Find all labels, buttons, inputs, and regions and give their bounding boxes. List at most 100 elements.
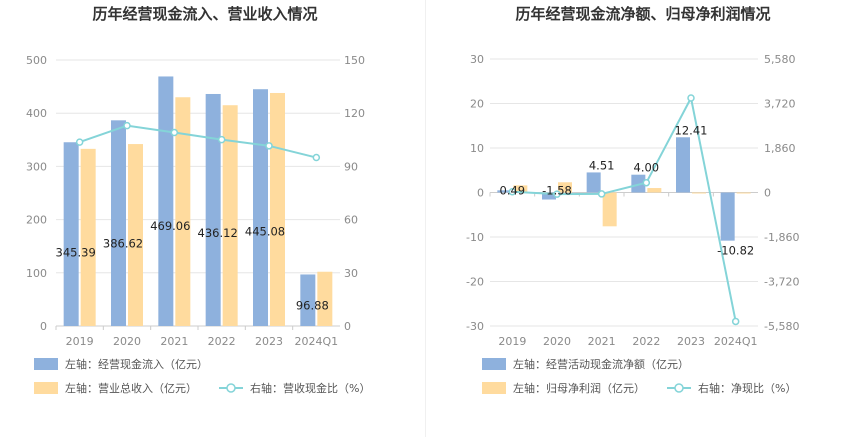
bars [497,137,751,241]
y-right-tick-label: 0 [344,320,351,333]
legend-label: 左轴：归母净利润（亿元） [513,381,645,395]
bar-primary [631,174,646,193]
axes: 0 100 200 300 400 500 0 30 60 90 120 150 2019 2020 202… [26,54,365,348]
y-right-tick-label: 1,860 [764,142,796,155]
y-left-tick-label: 100 [26,267,47,280]
x-tick-label: 2024Q1 [714,335,758,348]
ratio-point [217,135,226,144]
bar-secondary [175,97,191,327]
legend-label: 右轴：营收现金比（%） [250,381,370,395]
y-left-tick-label: -20 [466,276,484,289]
bar-secondary [222,105,238,326]
ratio-point [170,128,179,137]
y-right-tick-label: 90 [344,160,358,173]
bar-primary [205,93,221,326]
y-left-tick-label: 200 [26,214,47,227]
y-right-tick-label: 30 [344,267,358,280]
x-tick-label: 2019 [66,335,94,348]
bar-value-label: 12.41 [675,123,708,137]
data-labels: 0.49 -1.58 4.51 4.00 12.41 -10.82 [500,123,755,257]
ratio-point [687,94,695,102]
legend-swatch [482,358,506,370]
bar-primary [720,192,735,241]
y-left-tick-label: 0 [40,320,47,333]
y-left-tick-label: 20 [470,98,484,111]
bar-value-label: 96.88 [296,298,329,312]
bar-primary [158,76,174,326]
bar-primary [300,274,316,326]
y-right-tick-label: 60 [344,214,358,227]
bar-value-label: 386.62 [103,237,143,251]
ratio-line [75,121,321,162]
y-left-tick-label: -30 [466,320,484,333]
legend-line-marker [226,383,236,393]
ratio-point [75,138,84,146]
y-right-tick-label: 150 [344,54,365,67]
bar-primary [586,172,601,193]
net-cashflow-profit-chart: 历年经营现金流净额、归母净利润情况 -30 -20 -10 0 10 20 30 -5,580… [466,5,799,395]
y-left-tick-label: 10 [470,142,484,155]
ratio-point [312,153,321,162]
bar-value-label: 4.51 [589,158,615,172]
legend-swatch [34,382,58,394]
y-right-tick-label: 3,720 [764,98,796,111]
bar-primary [63,142,79,326]
y-left-tick-label: 0 [477,187,484,200]
axes: -30 -20 -10 0 10 20 30 -5,580 -3,720 -1,860 0 1,860… [466,53,799,348]
bar-value-label: 445.08 [245,224,285,238]
x-tick-label: 2019 [498,335,526,348]
bar-primary [676,137,690,193]
x-tick-label: 2023 [677,335,705,348]
legend-swatch [482,382,506,394]
y-left-tick-label: 400 [26,107,47,120]
bar-secondary [317,271,333,326]
x-tick-label: 2022 [208,335,236,348]
x-tick-label: 2024Q1 [295,335,339,348]
x-tick-label: 2022 [632,335,660,348]
y-right-tick-label: 0 [764,187,771,200]
bar-secondary [736,192,751,194]
ratio-point [553,190,561,198]
panel-divider [425,0,426,437]
ratio-line-path [512,95,737,322]
bar-primary [111,120,126,326]
y-right-tick-label: -3,720 [764,276,799,289]
y-right-tick-label: 5,580 [764,53,796,66]
bar-primary [253,89,268,326]
bar-secondary [128,144,143,326]
bars [63,76,333,327]
ratio-point [265,142,273,150]
bar-secondary [692,192,706,194]
y-left-tick-label: -10 [466,231,484,244]
legend-label: 右轴：净现比（%） [698,381,796,395]
x-tick-label: 2021 [160,335,188,348]
y-right-tick-label: 120 [344,107,365,120]
ratio-point [642,178,651,187]
bar-value-label: 469.06 [150,219,190,233]
bar-secondary [270,92,285,326]
bar-secondary [558,182,572,193]
x-tick-label: 2021 [588,335,616,348]
legend-label: 左轴：经营活动现金流净额（亿元） [513,357,689,371]
chart-title: 历年经营现金流净额、归母净利润情况 [515,5,770,23]
bar-secondary [513,185,528,193]
bar-secondary [80,148,96,326]
ratio-point [123,121,131,130]
legend-label: 左轴：经营现金流入（亿元） [65,357,208,371]
ratio-point [597,190,606,198]
chart-title: 历年经营现金流入、营业收入情况 [92,5,317,23]
bar-value-label: -10.82 [717,244,754,258]
x-tick-label: 2023 [255,335,283,348]
bar-value-label: 0.49 [500,184,526,198]
legend: 左轴：经营现金流入（亿元） 左轴：营业总收入（亿元） 右轴：营收现金比（%） [34,357,370,395]
bar-secondary [647,188,662,193]
legend-label: 左轴：营业总收入（亿元） [65,381,197,395]
legend-swatch [34,358,58,370]
ratio-point [508,188,517,196]
legend-line-marker [674,383,684,393]
ratio-line-path [79,124,317,159]
cash-inflow-revenue-chart: 历年经营现金流入、营业收入情况 0 100 200 300 400 500 0 30 60 90 1… [26,5,370,395]
bar-primary [497,190,512,193]
bar-value-label: 436.12 [198,226,238,240]
y-left-tick-label: 500 [26,54,47,67]
